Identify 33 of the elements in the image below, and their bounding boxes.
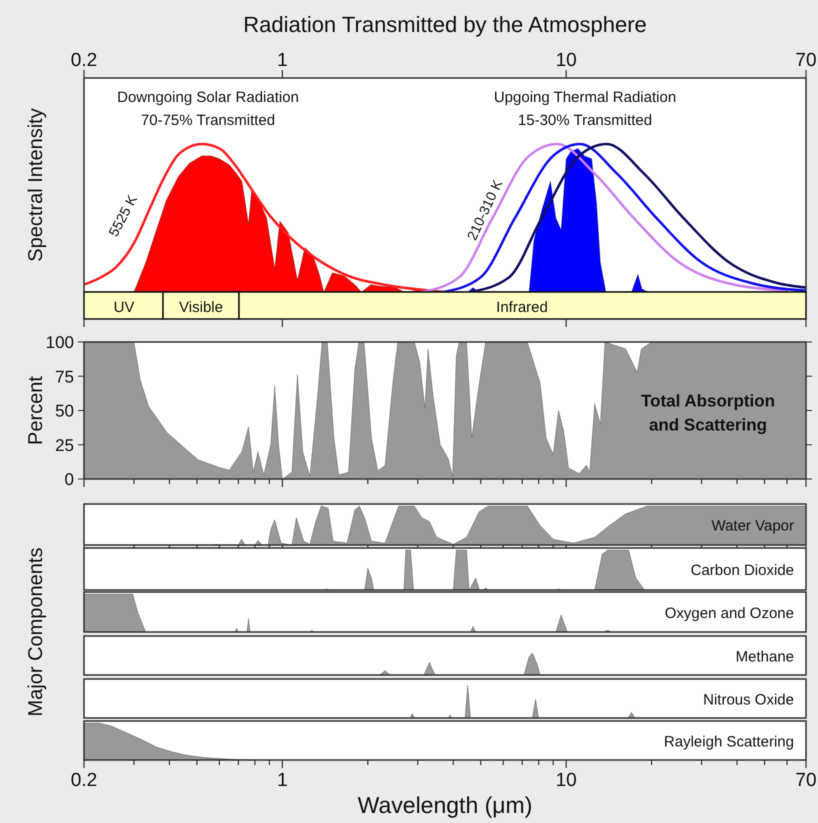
series-label: Methane <box>736 648 794 666</box>
text: Visible <box>179 299 223 316</box>
text: Downgoing Solar Radiation <box>117 89 299 106</box>
y-tick-label: 100 <box>46 333 74 352</box>
text: 70-75% Transmitted <box>140 112 276 129</box>
x-tick-label: 70 <box>795 50 817 71</box>
text: Upgoing Thermal Radiation <box>494 89 676 106</box>
chart-title: Radiation Transmitted by the Atmosphere <box>243 12 647 37</box>
y-tick-label: 0 <box>64 470 74 489</box>
y-tick-label: 75 <box>55 367 74 386</box>
x-tick-label: 1 <box>277 50 288 71</box>
x-tick-label: 10 <box>556 770 577 791</box>
series-label: Water Vapor <box>711 518 794 534</box>
x-tick-label: 10 <box>556 50 577 71</box>
y-axis-title: Major Components <box>25 548 47 716</box>
x-tick-label: 70 <box>795 770 817 791</box>
x-tick-label: 1 <box>277 770 288 791</box>
annotation: Total Absorption and Scattering <box>640 392 776 434</box>
text: 15-30% Transmitted <box>518 112 652 129</box>
y-axis-title: Spectral Intensity <box>25 108 47 262</box>
series-label: Carbon Dioxide <box>690 562 794 579</box>
series-label: Rayleigh Scattering <box>664 734 794 750</box>
x-axis-title: Wavelength (μm) <box>358 792 532 818</box>
annotation: 5525 K <box>105 192 140 239</box>
y-tick-label: 50 <box>55 402 74 420</box>
text: Infrared <box>496 299 548 316</box>
y-tick-label: 25 <box>55 436 74 455</box>
series-label: Oxygen and Ozone <box>664 605 794 622</box>
series-label: Nitrous Oxide <box>703 692 794 708</box>
text: UV <box>114 299 134 316</box>
x-tick-label: 0.2 <box>70 50 98 71</box>
x-tick-label: 0.2 <box>70 770 98 791</box>
y-axis-title: Percent <box>25 376 47 445</box>
